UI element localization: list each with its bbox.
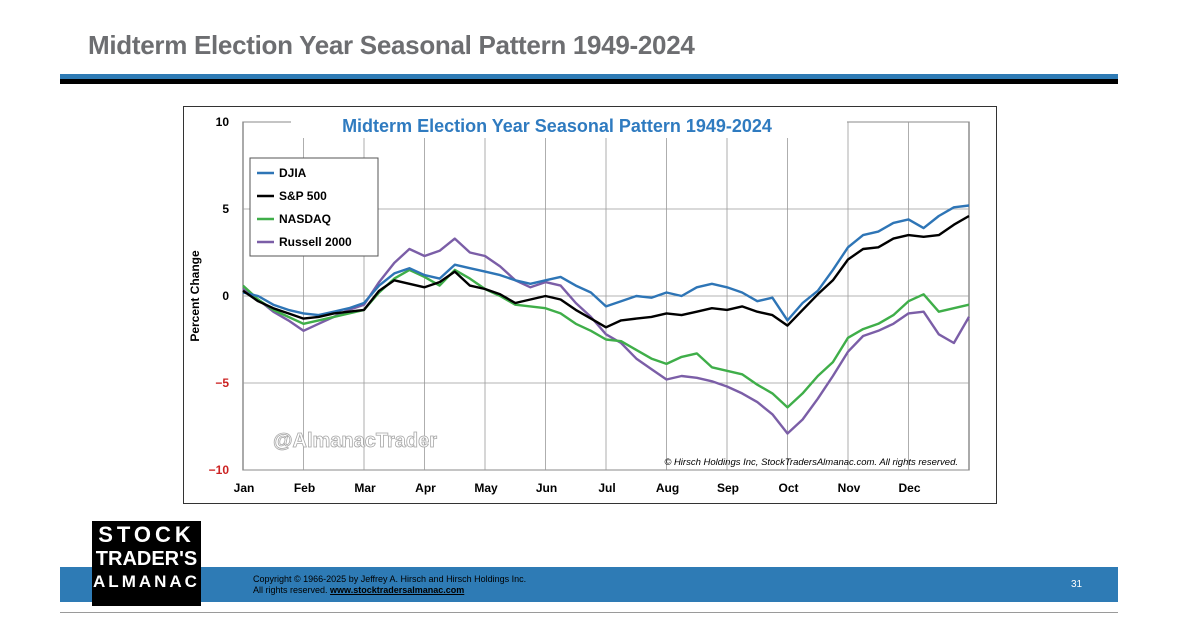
axis-layer: 10 5 0 −5 −10 Jan Feb Mar Apr May Jun Jul Aug Sep Oct N… [209,115,921,495]
y-tick-label: −5 [215,376,229,390]
x-tick-label: Nov [838,481,861,495]
x-tick-label: Jan [234,481,255,495]
x-tick-label: Jun [536,481,557,495]
x-tick-label: Oct [778,481,798,495]
logo-line-1: STOCK [98,522,195,547]
y-tick-label: 5 [222,202,229,216]
legend-label: DJIA [279,166,307,180]
x-tick-label: Aug [656,481,679,495]
legend-label: Russell 2000 [279,235,352,249]
x-tick-label: Dec [898,481,920,495]
x-tick-label: Mar [354,481,376,495]
watermark-text: @AlmanacTrader [273,430,437,452]
logo-line-3: ALMANAC [93,572,200,591]
chart-title: Midterm Election Year Seasonal Pattern 1… [342,116,772,136]
y-tick-label: 10 [216,115,230,129]
series-line-russell-2000 [242,237,971,435]
source-note: © Hirsch Holdings Inc, StockTradersAlman… [664,457,958,468]
copyright-notice: Copyright © 1966-2025 by Jeffrey A. Hirs… [253,574,526,596]
y-tick-label: −10 [209,463,230,477]
chart-title-background [291,114,847,138]
legend: DJIA S&P 500 NASDAQ Russell 2000 [249,157,379,257]
x-tick-label: May [474,481,498,495]
slide-title: Midterm Election Year Seasonal Pattern 1… [88,30,695,60]
y-axis-label: Percent Change [188,250,202,342]
stock-traders-almanac-logo: STOCK TRADER'S ALMANAC [92,521,201,606]
title-rule-blue [60,74,1118,79]
x-tick-label: Jul [598,481,615,495]
x-tick-label: Sep [717,481,739,495]
copyright-line-2: All rights reserved. www.stocktradersalm… [253,585,526,596]
legend-box [249,157,379,257]
chart-svg: 10 5 0 −5 −10 Jan Feb Mar Apr May Jun Jul Aug Sep Oct N… [188,114,971,495]
copyright-line-1: Copyright © 1966-2025 by Jeffrey A. Hirs… [253,574,527,584]
series-line-djia [242,204,970,322]
page-number: 31 [1071,579,1083,590]
legend-label: S&P 500 [279,189,327,203]
website-link[interactable]: www.stocktradersalmanac.com [330,585,465,595]
rights-text: All rights reserved. [253,585,328,595]
series-line-s-p-500 [242,214,970,329]
footer-band [60,567,1118,602]
y-tick-label: 0 [222,289,229,303]
logo-line-2: TRADER'S [95,548,198,570]
footer-rule [60,612,1118,613]
title-rule-black [60,79,1118,84]
x-tick-label: Feb [294,481,315,495]
legend-label: NASDAQ [279,212,331,226]
series-layer [242,204,971,435]
x-tick-label: Apr [415,481,436,495]
